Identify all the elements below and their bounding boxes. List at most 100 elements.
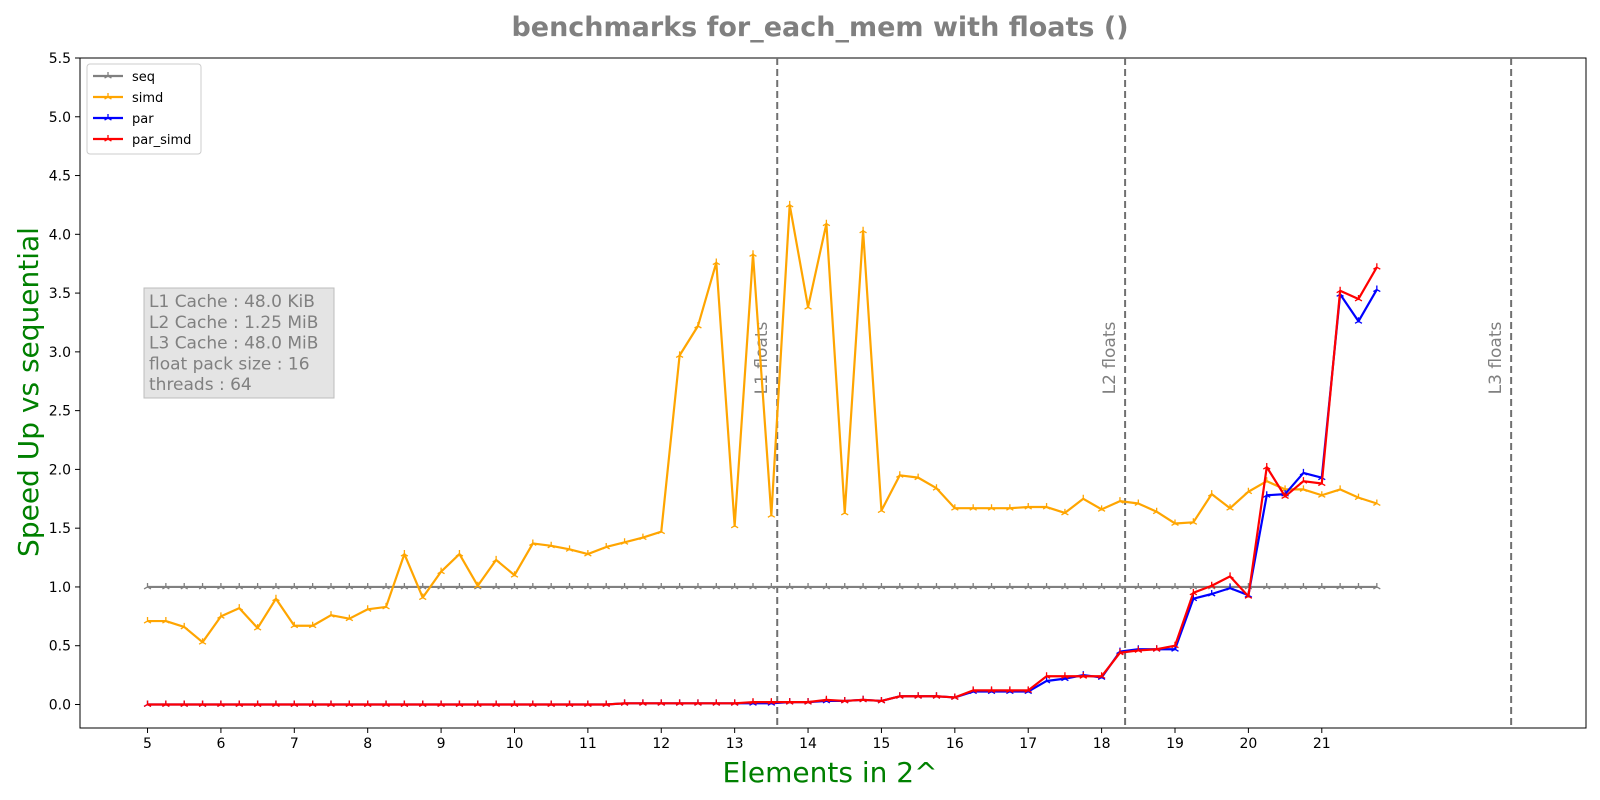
point-seq bbox=[785, 582, 794, 590]
point-par_simd bbox=[602, 700, 611, 708]
point-par_simd bbox=[473, 700, 482, 708]
point-par_simd bbox=[455, 700, 464, 708]
point-par bbox=[1373, 285, 1381, 293]
point-simd bbox=[914, 473, 922, 481]
point-simd bbox=[767, 511, 776, 518]
point-seq bbox=[272, 582, 280, 590]
point-simd bbox=[932, 484, 941, 491]
point-simd bbox=[675, 351, 684, 358]
y-tick-label: 3.0 bbox=[49, 345, 71, 361]
point-seq bbox=[437, 582, 445, 590]
x-tick-label: 21 bbox=[1313, 736, 1331, 752]
point-par_simd bbox=[1171, 641, 1179, 649]
y-tick-label: 3.5 bbox=[49, 286, 71, 302]
point-seq bbox=[217, 582, 225, 590]
point-par bbox=[1354, 317, 1363, 324]
point-simd bbox=[253, 624, 262, 631]
point-par_simd bbox=[1244, 592, 1253, 599]
point-par_simd bbox=[840, 696, 849, 704]
point-par_simd bbox=[730, 699, 739, 706]
point-par_simd bbox=[400, 700, 409, 708]
series-line-simd bbox=[147, 203, 1378, 644]
point-par_simd bbox=[1024, 686, 1033, 693]
point-par_simd bbox=[1299, 477, 1308, 484]
point-par_simd bbox=[272, 700, 280, 708]
point-par_simd bbox=[1152, 645, 1161, 652]
point-seq bbox=[1152, 582, 1161, 590]
point-par_simd bbox=[308, 700, 317, 708]
point-par_simd bbox=[1373, 263, 1381, 270]
point-simd bbox=[1373, 499, 1381, 507]
legend-label-par_simd: par_simd bbox=[132, 133, 191, 148]
point-seq bbox=[455, 582, 464, 590]
x-tick-label: 11 bbox=[579, 736, 597, 752]
cache-markers: L1 floats L2 floats L3 floats bbox=[752, 58, 1513, 728]
point-seq bbox=[639, 582, 647, 590]
point-par_simd bbox=[675, 699, 684, 706]
point-seq bbox=[1354, 582, 1363, 590]
point-simd bbox=[712, 258, 721, 266]
point-seq bbox=[1373, 582, 1381, 590]
point-seq bbox=[1097, 582, 1106, 590]
point-simd bbox=[1152, 507, 1161, 515]
x-tick-label: 16 bbox=[946, 736, 964, 752]
point-simd bbox=[749, 250, 757, 257]
point-seq bbox=[749, 582, 757, 590]
point-simd bbox=[1097, 505, 1106, 512]
point-simd bbox=[1189, 518, 1198, 525]
legend: seq simd par par_simd bbox=[86, 63, 202, 155]
point-par_simd bbox=[529, 700, 537, 708]
point-par_simd bbox=[492, 700, 500, 708]
x-tick-label: 15 bbox=[873, 736, 891, 752]
point-simd bbox=[272, 594, 280, 602]
x-tick-label: 7 bbox=[290, 736, 299, 752]
point-simd bbox=[510, 571, 519, 578]
legend-label-simd: simd bbox=[132, 91, 163, 106]
point-simd bbox=[290, 621, 299, 629]
y-tick-label: 2.5 bbox=[49, 404, 71, 420]
cache-marker-label: L1 floats bbox=[752, 321, 772, 394]
point-seq bbox=[804, 582, 812, 590]
point-seq bbox=[1299, 582, 1308, 590]
point-par_simd bbox=[1042, 672, 1051, 679]
point-seq bbox=[840, 582, 849, 590]
x-tick-label: 18 bbox=[1093, 736, 1111, 752]
point-simd bbox=[877, 506, 886, 514]
point-seq bbox=[253, 582, 262, 590]
point-par_simd bbox=[804, 698, 812, 705]
point-par_simd bbox=[859, 695, 867, 703]
x-tick-label: 6 bbox=[216, 736, 225, 752]
point-simd bbox=[455, 550, 464, 557]
point-par_simd bbox=[1134, 646, 1143, 653]
info-line: L2 Cache : 1.25 MiB bbox=[149, 313, 318, 333]
point-par_simd bbox=[951, 693, 959, 701]
legend-label-seq: seq bbox=[132, 70, 155, 85]
point-simd bbox=[1318, 491, 1326, 498]
cache-marker-label: L3 floats bbox=[1486, 321, 1506, 394]
point-seq bbox=[730, 582, 739, 590]
y-tick-label: 0.5 bbox=[49, 639, 71, 655]
point-simd bbox=[1042, 503, 1051, 510]
series-line-par_simd bbox=[147, 266, 1378, 706]
point-simd bbox=[565, 545, 574, 552]
y-axis-label: Speed Up vs sequential bbox=[12, 227, 45, 557]
point-simd bbox=[987, 504, 996, 511]
info-box-background bbox=[143, 287, 335, 399]
legend-label-par: par bbox=[132, 112, 154, 127]
point-seq bbox=[1024, 582, 1033, 590]
y-tick-label: 5.5 bbox=[49, 51, 71, 67]
legend-marker-simd bbox=[104, 93, 112, 100]
point-simd bbox=[785, 200, 794, 208]
point-par_simd bbox=[290, 700, 299, 708]
point-par_simd bbox=[969, 686, 977, 693]
x-tick-label: 20 bbox=[1239, 736, 1257, 752]
point-par_simd bbox=[143, 700, 152, 708]
x-tick-label: 14 bbox=[799, 736, 817, 752]
series-lines bbox=[143, 200, 1381, 708]
point-par_simd bbox=[1262, 463, 1271, 470]
point-par_simd bbox=[547, 700, 555, 708]
point-par_simd bbox=[162, 700, 170, 708]
point-simd bbox=[492, 555, 500, 563]
point-par bbox=[1299, 468, 1308, 476]
point-simd bbox=[363, 605, 372, 612]
